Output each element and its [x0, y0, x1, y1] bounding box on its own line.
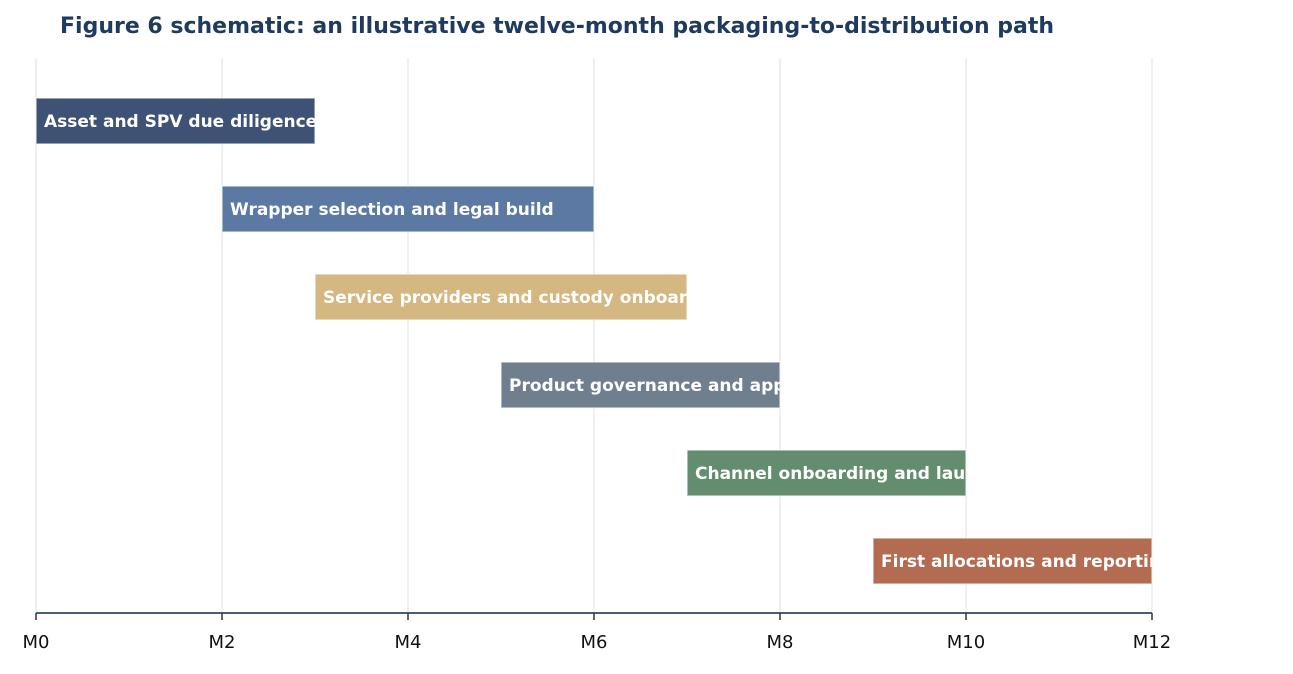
- x-tick-label: M12: [1133, 632, 1171, 653]
- task-bar-label: Channel onboarding and launch: [695, 464, 1000, 484]
- x-axis: M0 M2 M4 M6 M8 M10 M12: [23, 612, 1171, 653]
- grid-lines: [35, 58, 1153, 613]
- chart-title: Figure 6 schematic: an illustrative twel…: [60, 14, 1055, 39]
- x-tick-label: M2: [209, 632, 236, 653]
- task-bar: [500, 361, 781, 409]
- task-bar: [872, 537, 1153, 585]
- task-bar-label: First allocations and reporting: [881, 552, 1173, 572]
- task-bar: [314, 273, 688, 321]
- task-bar: [35, 97, 316, 145]
- x-tick-label: M0: [23, 632, 50, 653]
- task-bar: [686, 449, 967, 497]
- x-tick-label: M10: [947, 632, 985, 653]
- x-tick-label: M8: [767, 632, 794, 653]
- task-bar-label: Product governance and approvals: [509, 376, 844, 396]
- task-bar-label: Asset and SPV due diligence: [44, 112, 317, 132]
- x-tick-label: M4: [395, 632, 422, 653]
- task-bar-label: Wrapper selection and legal build: [230, 200, 554, 220]
- x-tick-label: M6: [581, 632, 608, 653]
- task-bar: [221, 185, 595, 233]
- task-bar-label: Service providers and custody onboarding: [323, 288, 730, 308]
- task-bars: Asset and SPV due diligence Wrapper selec…: [35, 97, 1173, 585]
